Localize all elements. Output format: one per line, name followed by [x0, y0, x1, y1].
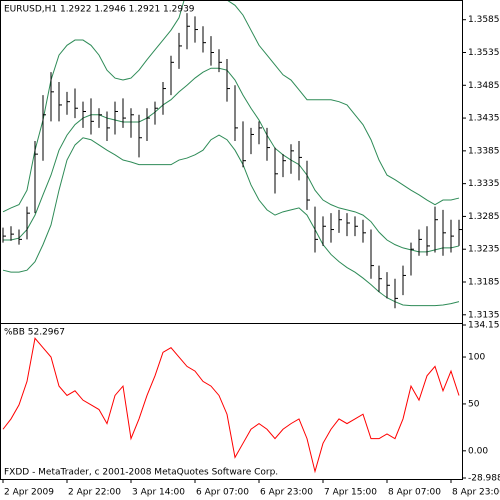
x-tick-label: 7 Apr 15:00: [324, 488, 377, 498]
series-line: [2, 134, 460, 307]
series-line: [3, 67, 460, 253]
chart-title: EURUSD,H1 1.2922 1.2946 1.2921 1.2939: [4, 5, 195, 15]
y-tick-label: 1.3185: [468, 278, 500, 288]
footer: FXDD - MetaTrader, c 2001-2008 MetaQuote…: [4, 468, 278, 478]
x-tick-label: 8 Apr 23:00: [452, 488, 500, 498]
y-tick-label: 1.3435: [468, 114, 500, 124]
x-tick-label: 6 Apr 07:00: [196, 488, 249, 498]
y-tick-label: 0.00: [468, 446, 488, 456]
y-tick-label: 1.3485: [468, 81, 500, 91]
y-tick-label: 100: [468, 353, 485, 363]
y-tick-label: 134.1591: [468, 321, 500, 331]
indicator-panel: [0, 323, 463, 480]
indicator-plot: [2, 337, 460, 474]
y-tick-label: 1.3585: [468, 15, 500, 25]
y-tick-label: 1.3235: [468, 245, 500, 255]
y-tick-label: 1.3335: [468, 179, 500, 189]
y-tick-label: 50: [468, 399, 480, 409]
y-tick-label: 1.3535: [468, 48, 500, 58]
indicator-title: %BB 52.2967: [4, 328, 65, 338]
y-tick-label: 1.3385: [468, 146, 500, 156]
y-tick-label: 1.3135: [468, 310, 500, 320]
series-line: [2, 1, 460, 213]
main-panel: [0, 0, 463, 324]
series-line: [2, 337, 460, 474]
main-plot: [2, 1, 462, 309]
x-tick-label: 2 Apr 2009: [4, 488, 54, 498]
x-tick-label: 8 Apr 07:00: [388, 488, 441, 498]
y-tick-label: -28.9889: [468, 474, 500, 484]
y-tick-label: 1.3285: [468, 212, 500, 222]
x-tick-label: 6 Apr 23:00: [260, 488, 313, 498]
x-tick-label: 3 Apr 14:00: [132, 488, 185, 498]
x-tick-label: 2 Apr 22:00: [68, 488, 121, 498]
